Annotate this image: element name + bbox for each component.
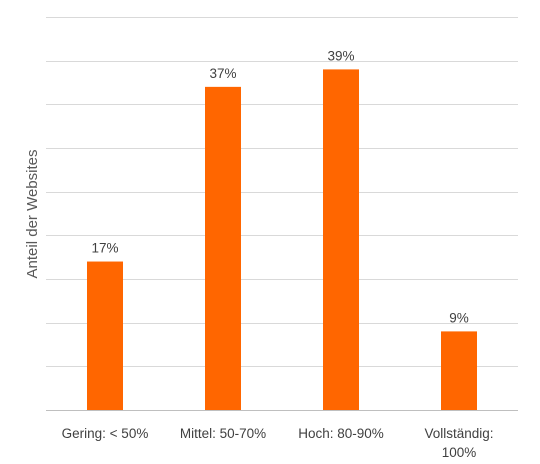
bar <box>205 86 241 410</box>
category-label: Mittel: 50-70% <box>180 426 266 441</box>
category-labels: Gering: < 50% Mittel: 50-70% Hoch: 80-90% V… <box>62 426 494 460</box>
data-label: 9% <box>449 310 469 325</box>
bar <box>87 261 123 410</box>
data-labels: 17% 37% 39% 9% <box>91 48 468 325</box>
bars <box>87 69 477 411</box>
category-label: Vollständig: <box>424 426 493 441</box>
bar <box>323 69 359 411</box>
category-label: Hoch: 80-90% <box>298 426 384 441</box>
gridlines <box>46 17 518 411</box>
bar <box>441 331 477 410</box>
data-label: 17% <box>91 241 118 256</box>
category-label: Gering: < 50% <box>62 426 149 441</box>
y-axis-label: Anteil der Websites <box>24 150 41 279</box>
category-label: 100% <box>442 445 477 460</box>
data-label: 39% <box>327 48 354 63</box>
data-label: 37% <box>209 66 236 81</box>
